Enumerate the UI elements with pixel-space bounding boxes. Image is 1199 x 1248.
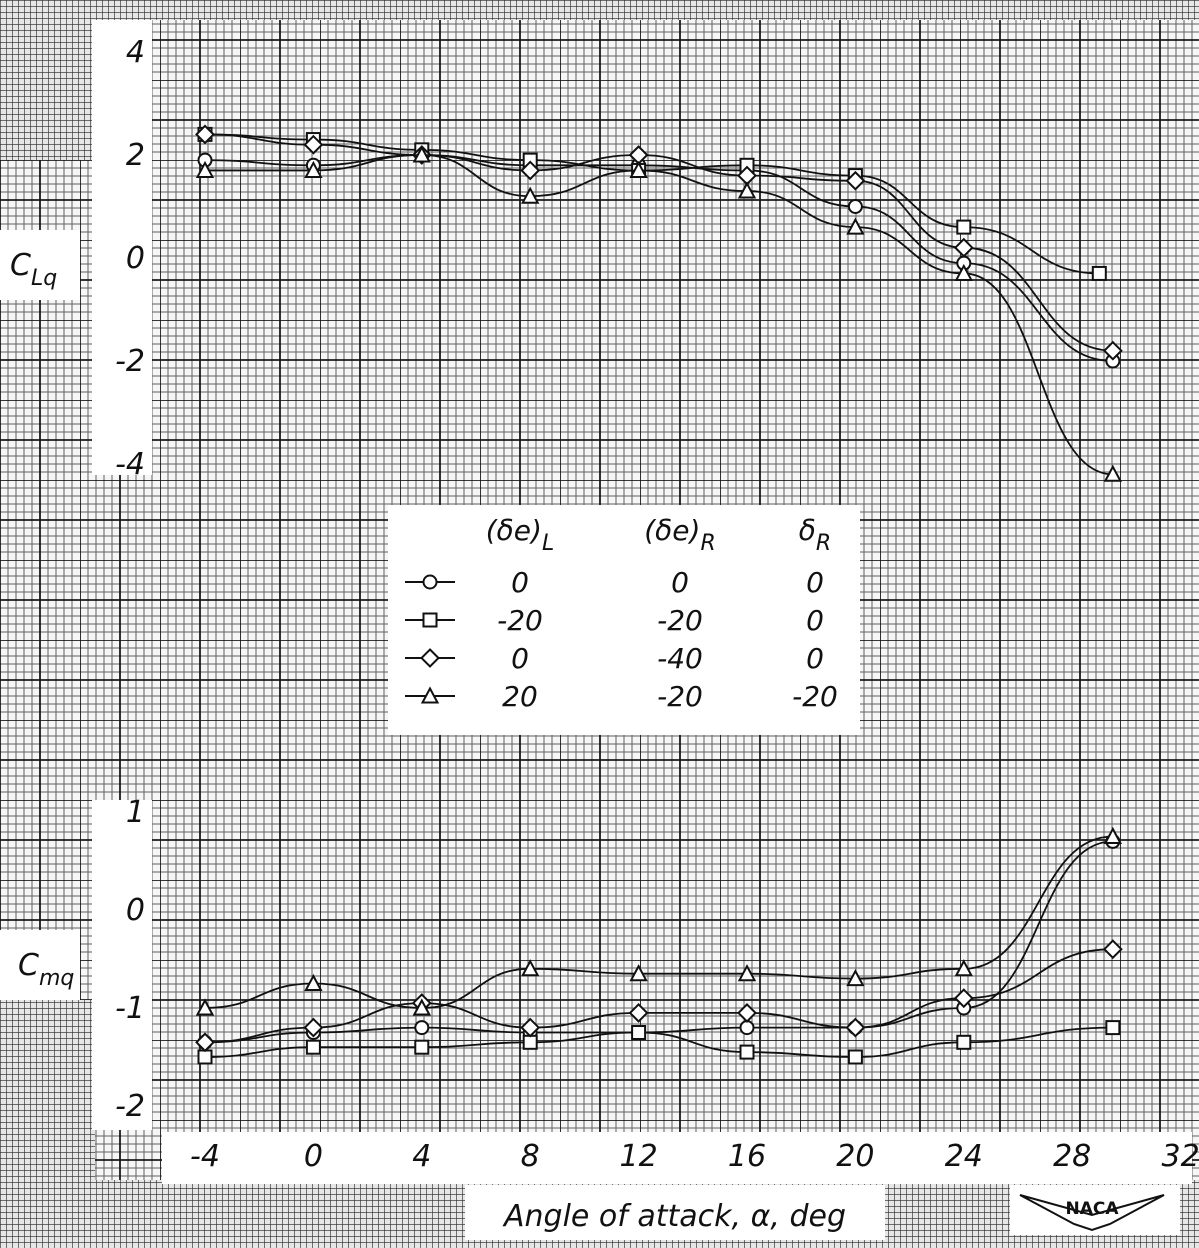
naca-logo-text: NACA [1065,1199,1119,1219]
legend-value: -20 [497,604,543,637]
data-point-square [415,1041,428,1054]
y-tick-label: 2 [126,138,145,173]
legend-value: 0 [806,566,824,599]
legend-marker-square [424,614,437,627]
legend-value: -40 [657,642,703,675]
x-axis-label: Angle of attack, α, deg [502,1199,846,1234]
data-point-square [199,1051,212,1064]
x-tick-label: 32 [1162,1139,1199,1174]
legend-value: 0 [671,566,689,599]
data-point-square [1093,267,1106,280]
data-point-circle [415,1021,428,1034]
legend-value: 0 [511,566,529,599]
x-tick-label: 8 [521,1139,540,1174]
legend-value: 0 [511,642,529,675]
legend: (δe)L (δe)R δR 0 0 0 -20 -20 0 0 -40 0 20 -20 -20 [388,505,860,735]
graph-paper-dense-strip-top [0,0,1199,20]
legend-value: 0 [806,604,824,637]
data-point-square [632,1026,645,1039]
data-point-square [524,1036,537,1049]
y-tick-column [92,800,152,1130]
y-tick-label: -2 [115,1089,145,1124]
legend-box [388,505,860,735]
graph-paper-dense-strip-left [0,20,95,160]
data-point-square [957,1036,970,1049]
y-tick-label: -4 [115,447,145,482]
y-tick-label: -1 [115,991,145,1026]
x-tick-label: 24 [945,1139,983,1174]
data-point-square [307,1041,320,1054]
x-tick-label: -4 [190,1139,220,1174]
x-tick-label: 12 [620,1139,658,1174]
data-point-square [1106,1021,1119,1034]
y-tick-label: 0 [126,241,145,276]
data-point-circle [849,200,862,213]
x-tick-label: 4 [412,1139,431,1174]
y-tick-label: 4 [126,35,145,70]
data-point-square [849,1051,862,1064]
x-tick-label: 28 [1053,1139,1091,1174]
legend-value: -20 [792,680,838,713]
legend-value: -20 [657,604,703,637]
x-tick-label: 0 [304,1139,323,1174]
naca-logo: NACA [1010,1185,1180,1235]
legend-value: 0 [806,642,824,675]
legend-value: 20 [502,680,538,713]
x-tick-label: 16 [728,1139,766,1174]
legend-marker-circle [424,576,437,589]
x-tick-label: 20 [836,1139,874,1174]
data-point-square [741,1046,754,1059]
y-tick-label: -2 [115,344,145,379]
data-point-circle [741,1021,754,1034]
data-point-square [957,221,970,234]
y-tick-label: 1 [126,795,145,830]
legend-value: -20 [657,680,703,713]
y-tick-label: 0 [126,893,145,928]
